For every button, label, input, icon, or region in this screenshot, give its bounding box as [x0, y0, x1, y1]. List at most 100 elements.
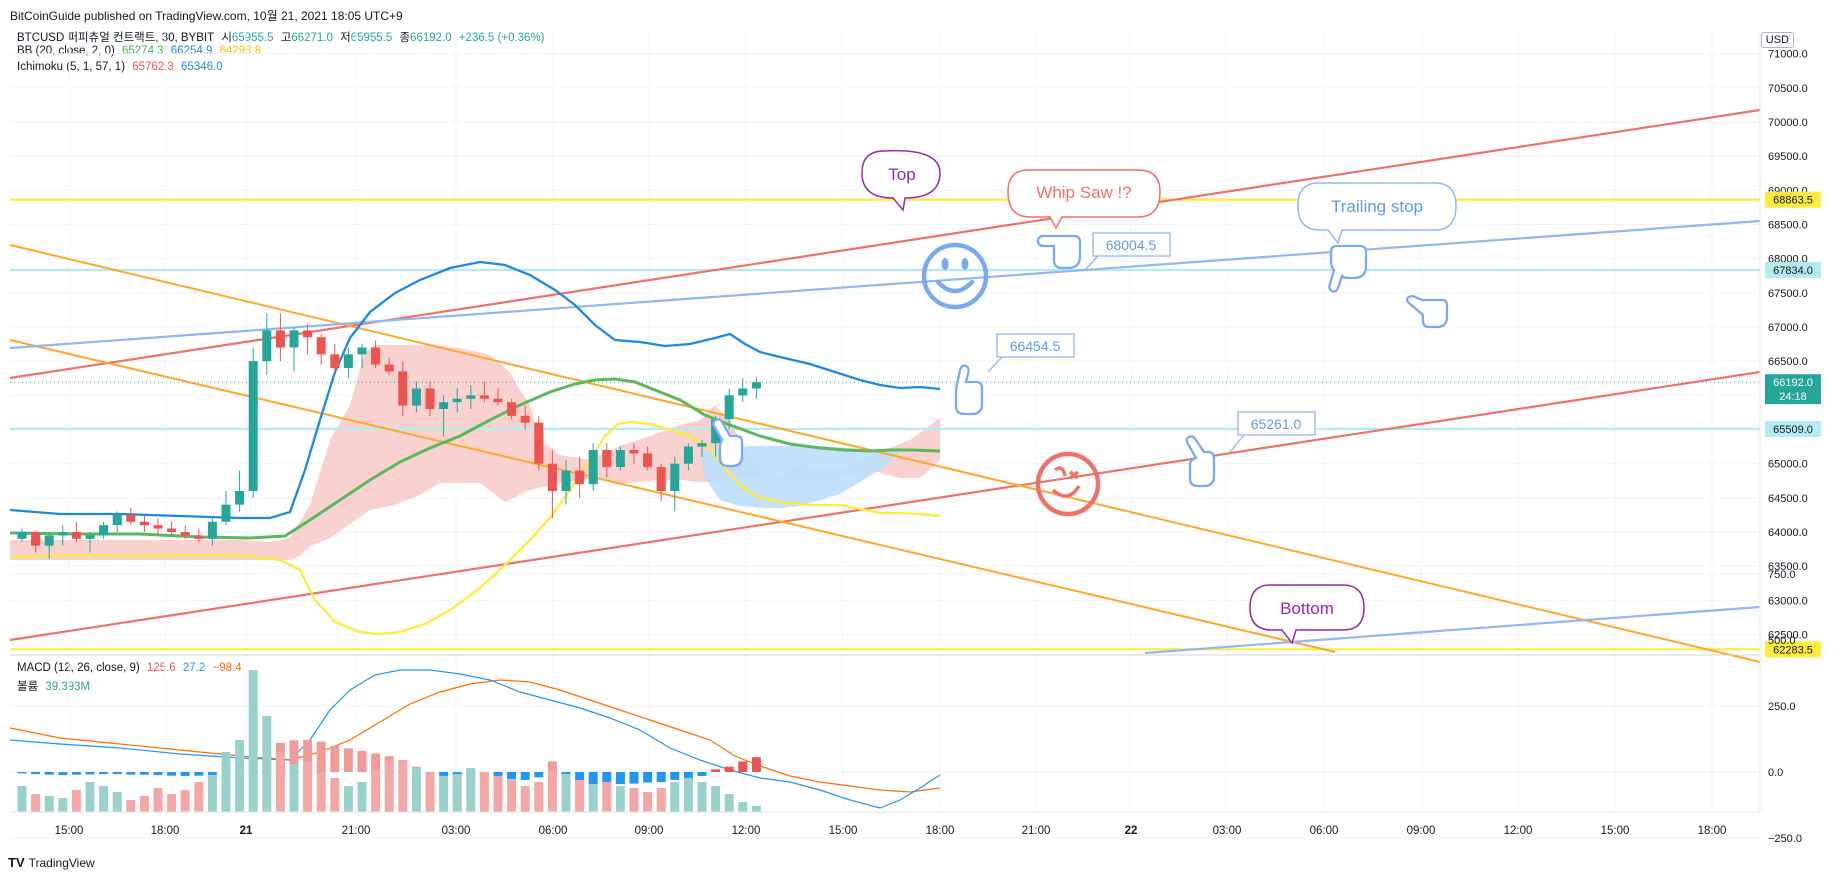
macd-histogram-bar — [330, 745, 340, 772]
candle — [507, 398, 517, 420]
legend-close-label: 종 — [399, 32, 411, 44]
macd-histogram-bar — [167, 772, 177, 776]
candle — [466, 385, 476, 409]
time-tick: 15:00 — [55, 825, 84, 837]
candle-body — [697, 443, 707, 447]
volume-bar — [507, 780, 517, 812]
legend-ichimoku-b: 65346.0 — [181, 61, 223, 73]
volume-bar — [466, 768, 476, 812]
candle — [58, 525, 68, 546]
legend-ichimoku-row[interactable]: Ichimoku (5, 1, 57, 1) 65762.3 65346.0 — [17, 61, 227, 73]
candle — [738, 378, 748, 403]
footer-brand-text: TradingView — [28, 855, 95, 870]
time-tick: 22 — [1125, 825, 1138, 837]
price-tick: 63500.0 — [1768, 561, 1808, 573]
candle — [602, 443, 612, 478]
time-tick: 03:00 — [442, 825, 471, 837]
macd-histogram-bar — [697, 772, 707, 776]
candle — [425, 381, 435, 416]
volume-bar — [139, 796, 149, 812]
price-label-bg — [1765, 262, 1821, 279]
candle — [411, 381, 421, 413]
footer-branding: TV TradingView — [8, 855, 95, 870]
legend-ichimoku-label: Ichimoku (5, 1, 57, 1) — [17, 61, 126, 73]
legend-low-value: 65955.5 — [350, 32, 393, 44]
candle — [520, 405, 530, 430]
candle-body — [629, 450, 639, 454]
time-tick: 18:00 — [151, 825, 180, 837]
currency-badge[interactable]: USD — [1760, 32, 1794, 48]
callout-68004-pointer — [1084, 255, 1099, 271]
candle — [235, 470, 245, 512]
volume-bar — [452, 774, 462, 812]
candle — [17, 528, 27, 543]
candle-body — [235, 491, 245, 505]
trend-line-red-upper — [9, 108, 1761, 380]
price-tick: 63000.0 — [1768, 595, 1808, 607]
time-tick: 12:00 — [1504, 825, 1533, 837]
macd-histogram-bar — [289, 740, 299, 772]
candle — [439, 395, 449, 437]
time-tick: 09:00 — [635, 825, 664, 837]
tradingview-logo-icon: TV — [8, 855, 25, 870]
macd-histogram-bar — [44, 772, 54, 775]
note-trailing-stop-text: Trailing stop — [1331, 197, 1423, 216]
volume-bar — [534, 782, 544, 812]
note-top-text: Top — [888, 165, 915, 184]
price-tick: 64000.0 — [1768, 527, 1808, 539]
candle — [398, 361, 408, 416]
candle — [31, 530, 41, 553]
volume-bar — [207, 776, 217, 812]
volume-bar — [235, 740, 245, 812]
time-tick: 06:00 — [1310, 825, 1339, 837]
volume-bar — [44, 796, 54, 812]
macd-histogram-bar — [194, 772, 204, 776]
candle-body — [466, 395, 476, 399]
candle — [303, 323, 313, 355]
candle-body — [262, 330, 272, 362]
candle-body — [71, 532, 81, 539]
candle-body — [588, 450, 598, 485]
volume-bar — [724, 794, 734, 812]
time-tick: 12:00 — [732, 825, 761, 837]
time-axis: 15:00 18:00 21 21:00 03:00 06:00 09:00 12:00 15:… — [10, 811, 1760, 837]
volume-bar — [493, 776, 503, 812]
macd-tick: 750.0 — [1768, 569, 1796, 581]
candle — [615, 446, 625, 471]
time-tick: 03:00 — [1213, 825, 1242, 837]
legend-volume-value: 39.393M — [45, 681, 91, 693]
hand-pointer-icon-3 — [1405, 295, 1449, 329]
callout-68004-text: 68004.5 — [1106, 237, 1157, 253]
volume-bar — [112, 792, 122, 812]
horizontal-lines — [10, 198, 1760, 651]
candle-body — [751, 382, 761, 389]
trend-lines — [9, 108, 1761, 663]
price-tick: 64500.0 — [1768, 493, 1808, 505]
hand-pointer-icon-4 — [954, 364, 984, 416]
legend-volume-row[interactable]: 볼륨 39.393M — [17, 678, 94, 694]
trend-line-orange-upper — [9, 244, 1761, 663]
macd-histogram-bar — [520, 772, 530, 780]
candle — [697, 439, 707, 457]
candle — [207, 518, 217, 546]
candle-body — [602, 450, 612, 468]
candle-body — [724, 395, 734, 420]
volume-bar — [751, 806, 761, 812]
price-label: 68863.5 — [1773, 195, 1813, 207]
volume-bar — [17, 786, 27, 812]
macd-histogram-bar — [602, 772, 612, 785]
price-tick: 67500.0 — [1768, 288, 1808, 300]
price-tick: 66500.0 — [1768, 356, 1808, 368]
price-tick: 69500.0 — [1768, 151, 1808, 163]
candle-body — [534, 422, 544, 464]
legend-macd-row[interactable]: MACD (12, 26, close, 9) 125.6 27.2 −98.4 — [17, 662, 246, 674]
volume-bar — [479, 772, 489, 812]
macd-histogram-bar — [126, 772, 136, 775]
macd-histogram-bar — [751, 757, 761, 772]
macd-histogram-bar — [547, 761, 557, 772]
macd-histogram-bar — [85, 772, 95, 775]
candle-body — [316, 337, 326, 355]
volume-bar — [58, 798, 68, 812]
volume-bar — [343, 786, 353, 812]
